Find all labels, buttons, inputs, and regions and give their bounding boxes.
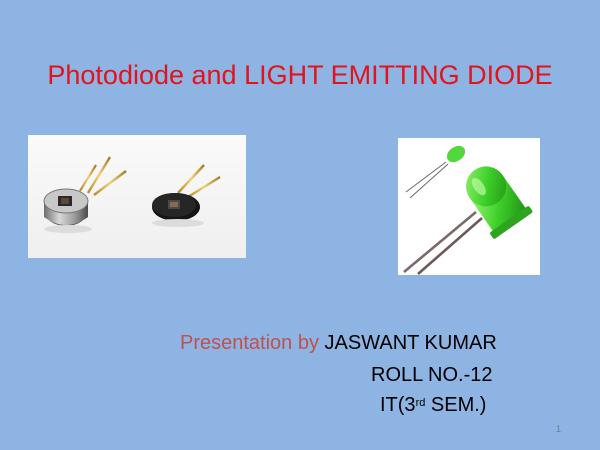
- presenter-line: Presentation by JASWANT KUMAR: [180, 328, 580, 358]
- photodiode-image: [28, 135, 246, 258]
- presenter-prefix: Presentation by: [180, 332, 319, 354]
- page-number: 1: [556, 424, 562, 434]
- led-illustration: [403, 145, 533, 275]
- course-info: IT(3rd SEM.): [380, 390, 486, 420]
- slide-title: Photodiode and LIGHT EMITTING DIODE: [47, 60, 553, 90]
- roll-number: ROLL NO.-12: [371, 364, 493, 386]
- course-prefix: IT(3: [380, 394, 416, 416]
- presenter-name: JASWANT KUMAR: [324, 332, 497, 354]
- course-suffix: SEM.): [425, 394, 487, 416]
- photodiode-illustration: [43, 156, 221, 233]
- course-ordinal: rd: [415, 397, 426, 409]
- led-image: [398, 138, 540, 275]
